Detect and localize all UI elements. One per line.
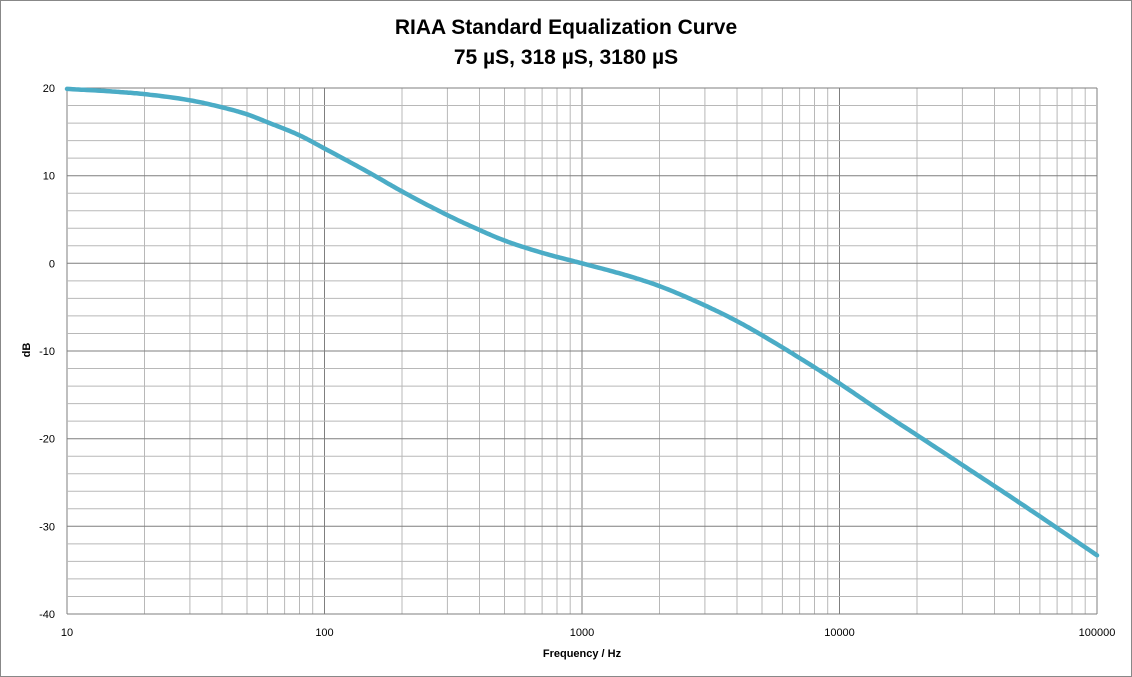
chart-subtitle: 75 µS, 318 µS, 3180 µS — [453, 46, 679, 69]
x-axis-title: Frequency / Hz — [543, 648, 622, 660]
x-tick-label: 1000 — [570, 627, 594, 639]
y-tick-label: 20 — [43, 83, 55, 95]
y-tick-label: 0 — [49, 258, 55, 270]
grid-lines — [66, 87, 1098, 615]
x-tick-label: 100 — [315, 627, 333, 639]
y-tick-label: 10 — [43, 171, 55, 183]
x-tick-label: 100000 — [1079, 627, 1116, 639]
chart-title: RIAA Standard Equalization Curve — [394, 16, 738, 39]
x-tick-label: 10000 — [824, 627, 855, 639]
y-axis-title: dB — [21, 343, 33, 358]
y-tick-label: -10 — [39, 346, 55, 358]
y-tick-label: -30 — [39, 521, 55, 533]
x-tick-label: 10 — [61, 627, 73, 639]
y-tick-label: -40 — [39, 609, 55, 621]
series-layer — [64, 86, 1100, 558]
y-tick-label: -20 — [39, 434, 55, 446]
series-line — [64, 86, 1100, 558]
